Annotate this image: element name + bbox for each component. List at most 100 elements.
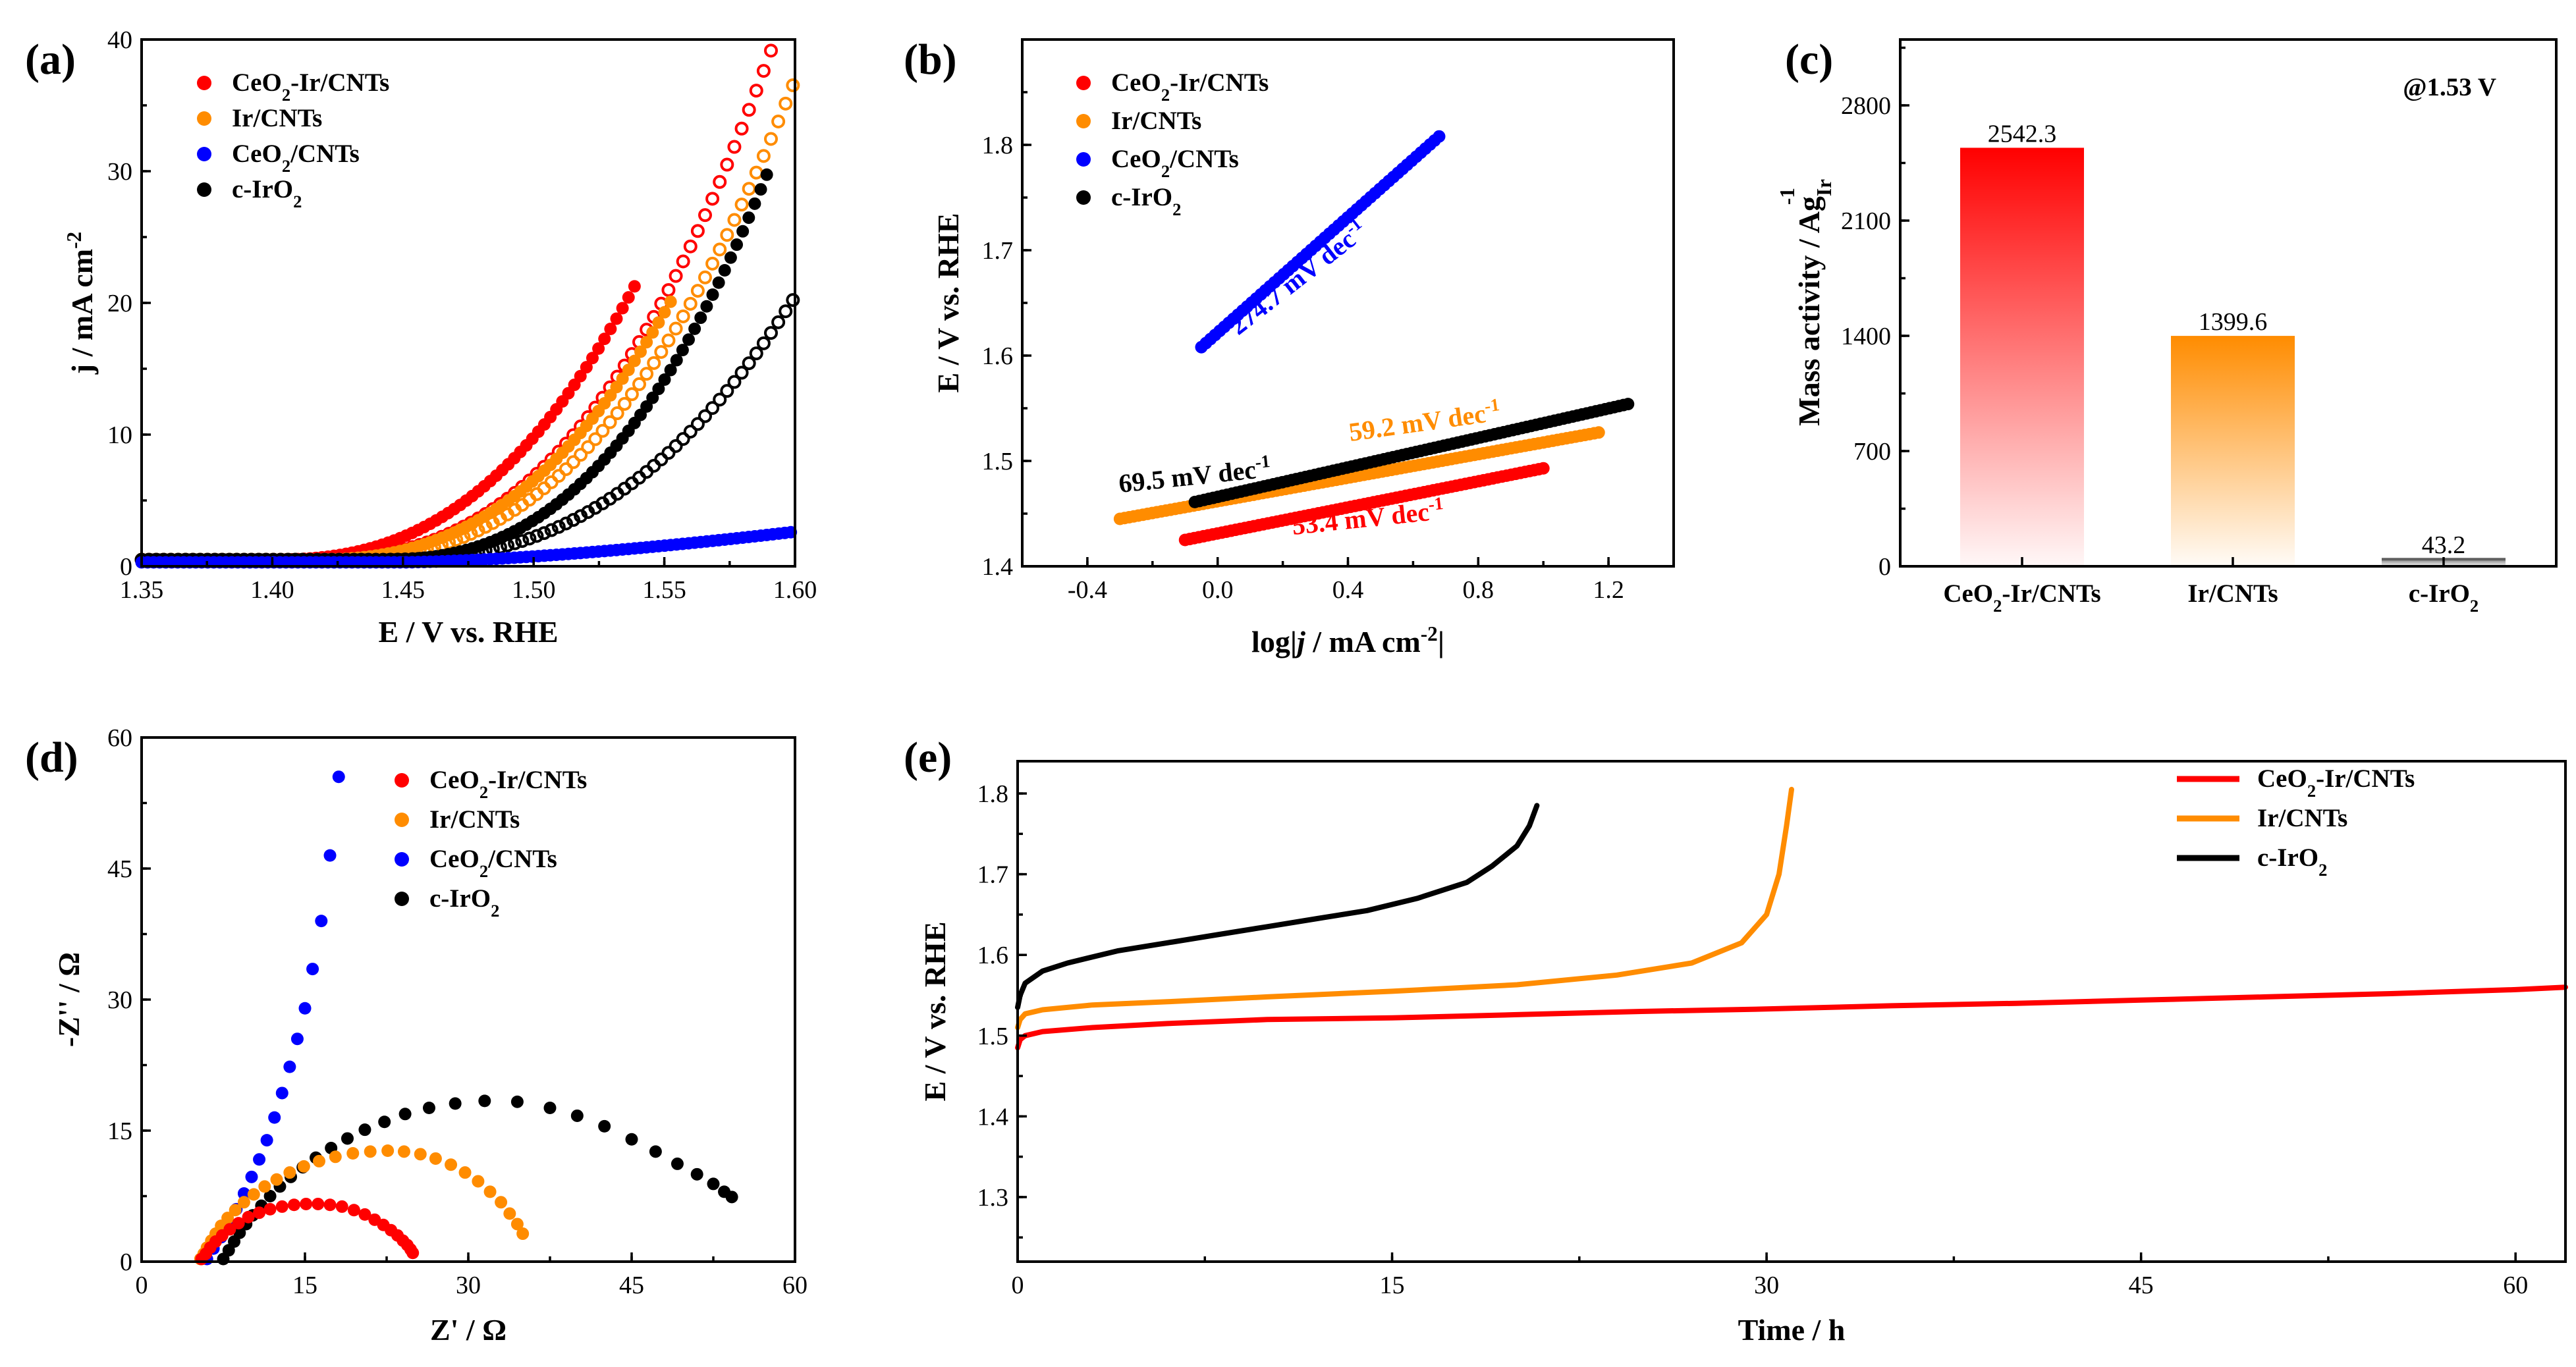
panel-d-x-axis-label: Z' / Ω [430,1313,507,1347]
panel-a-data-point [551,520,566,534]
panel-d-data-point [237,1196,250,1209]
panel-d-data-point [297,1160,310,1173]
panel-a-y-tick-label: 30 [107,158,132,186]
panel-d-data-point [300,1197,313,1210]
panel-a-x-tick-label: 1.35 [120,576,164,604]
panel-a-data-point [683,239,698,254]
panel-a-data-point [658,373,671,386]
panel-a-data-point [464,527,478,541]
panel-a-data-point [622,291,635,304]
panel-c-plot-frame [1899,38,2558,568]
panel-a-data-point [647,356,661,370]
panel-d-data-point [358,1123,371,1137]
panel-d-legend-label: c-IrO2 [429,884,499,921]
panel-a-data-point [742,103,756,117]
panel-a-data-point [771,114,786,128]
panel-d-data-point [221,1212,234,1225]
panel-a-x-axis-label: E / V vs. RHE [378,615,558,649]
panel-a-x-tick-label: 1.45 [381,576,425,604]
panel-c-y-tick-label: 2800 [1841,92,1891,120]
panel-a-data-point [779,96,793,111]
panel-d-data-point [283,1060,296,1073]
panel-b-data-point [1622,398,1635,411]
panel-d-data-point [543,1102,557,1115]
panel-a-legend-marker [197,182,211,197]
panel-d-y-tick-label: 0 [120,1248,132,1276]
panel-d-data-point [253,1206,266,1220]
panel-d-data-point [253,1153,266,1166]
panel-a-x-tick-label: 1.55 [642,576,686,604]
panel-d-legend-marker [395,773,409,788]
panel-a-data-point [595,423,610,438]
panel-d-y-tick-label: 15 [107,1117,132,1145]
panel-b-x-tick-label: -0.4 [1068,576,1107,604]
panel-a-data-point [763,43,778,58]
panel-a-data-point [690,417,705,431]
panel-d-data-point [495,1196,508,1209]
panel-d-legend-marker [395,852,409,867]
panel-b-x-tick-label: 0.4 [1332,576,1364,604]
panel-e-x-tick-label: 0 [1012,1272,1024,1299]
panel-a-data-point [718,264,731,277]
panel-a-data-point [669,439,683,453]
panel-d-data-point [358,1208,371,1221]
panel-d-legend-marker [395,892,409,906]
panel-d-data-point [260,1134,273,1147]
panel-a-data-point [705,256,720,271]
panel-a: 1.35 1.40 1.45 1.50 1.55 1.60 0 10 20 30 40 CeO2-Ir… [25,26,817,649]
panel-d-data-point [347,1204,360,1217]
panel-a-data-point [574,448,588,462]
panel-a-data-point [734,365,749,380]
panel-e-y-axis-label: E / V vs. RHE [918,921,952,1101]
panel-c-condition-label: @1.53 V [2403,73,2496,101]
panel-a-data-point [690,284,705,298]
panel-c-bar [2171,336,2295,566]
panel-a-panel-label: (a) [25,36,76,84]
panel-c-y-tick-label: 2100 [1841,207,1891,235]
panel-a-data-point [712,276,725,289]
panel-a-data-point [616,302,629,315]
panel-d-data-point [341,1132,354,1145]
panel-c-category-label: CeO2-Ir/CNTs [1943,579,2100,616]
panel-a-data-point [603,415,617,429]
panel-b-data-point [1537,462,1550,475]
panel-a-data-point [628,280,641,293]
panel-e-series-line [1015,803,1540,1010]
panel-a-data-point [610,312,623,325]
panel-b-y-axis-label: E / V vs. RHE [931,213,965,392]
panel-c: 2542.3 CeO2-Ir/CNTs 1399.6 Ir/CNTs 43.2 c-IrO… [1776,36,2558,616]
panel-a-data-point [742,356,756,371]
panel-a-data-point [683,424,698,439]
panel-d-y-tick-label: 45 [107,855,132,883]
panel-a-data-point [748,197,761,210]
panel-a-data-point [624,387,639,402]
panel-d-data-point [315,915,328,928]
panel-b-x-tick-label: 0.8 [1463,576,1494,604]
panel-d-data-point [570,1109,584,1122]
panel-a-data-point [544,523,559,537]
panel-a-data-point [730,238,744,252]
panel-d-data-point [242,1210,255,1223]
panel-b-x-tick-label: 1.2 [1593,576,1624,604]
panel-a-legend-marker [197,76,211,90]
panel-a-data-point [676,432,690,446]
panel-a-data-point [598,333,611,346]
panel-a-data-point [508,536,522,550]
panel-b-legend-marker [1076,190,1091,205]
panel-d-data-point [263,1202,277,1216]
panel-a-data-point [749,84,763,98]
panel-e-series-line [1015,786,1794,1031]
panel-d-x-tick-label: 60 [782,1272,808,1299]
panel-b-y-tick-label: 1.8 [982,132,1014,159]
panel-d-x-tick-label: 45 [619,1272,644,1299]
panel-a-data-point [786,78,800,93]
panel-a-data-point [771,315,786,329]
panel-e-legend-label: c-IrO2 [2257,844,2327,880]
panel-a-data-point [661,333,676,348]
panel-d-data-point [625,1133,638,1146]
panel-d-data-point [406,1246,420,1260]
panel-e-x-tick-label: 15 [1380,1272,1405,1299]
panel-d-data-point [707,1177,720,1191]
panel-a-data-point [694,311,707,325]
panel-c-category-label: c-IrO2 [2409,579,2479,616]
